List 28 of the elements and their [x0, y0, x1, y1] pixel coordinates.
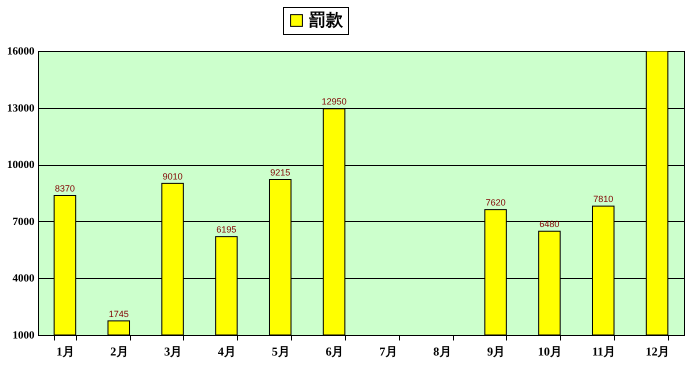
x-tick-label: 2月: [110, 344, 128, 358]
data-label: 6195: [216, 224, 236, 235]
x-tick-label: 12月: [646, 344, 670, 358]
x-tick-label: 1月: [56, 344, 74, 358]
data-label: 1745: [108, 308, 129, 319]
x-tick-label: 10月: [538, 344, 562, 358]
y-tick-label: 1000: [12, 330, 35, 342]
y-tick-label: 4000: [12, 272, 35, 285]
x-tick-label: 7月: [379, 344, 398, 358]
data-label: 6480: [539, 219, 560, 230]
y-tick-label: 13000: [7, 102, 35, 114]
x-tick-label: 6月: [326, 344, 344, 358]
data-label: 7810: [593, 194, 614, 204]
y-tick-label: 16000: [7, 46, 35, 58]
x-tick-label: 5月: [272, 344, 290, 358]
x-tick-label: 11月: [592, 344, 616, 358]
x-tick-label: 9月: [487, 344, 506, 358]
data-label: 9010: [162, 171, 183, 182]
x-tick-label: 3月: [164, 344, 182, 358]
data-label: 12950: [322, 96, 347, 107]
data-label: 7620: [486, 198, 506, 208]
data-label: 9215: [270, 167, 290, 178]
x-tick-label: 8月: [433, 344, 452, 358]
legend-label: 罰款: [309, 10, 344, 30]
data-label: 8370: [54, 183, 75, 194]
x-tick-label: 4月: [218, 344, 236, 358]
y-tick-label: 7000: [12, 216, 35, 228]
y-tick-label: 10000: [7, 159, 35, 172]
